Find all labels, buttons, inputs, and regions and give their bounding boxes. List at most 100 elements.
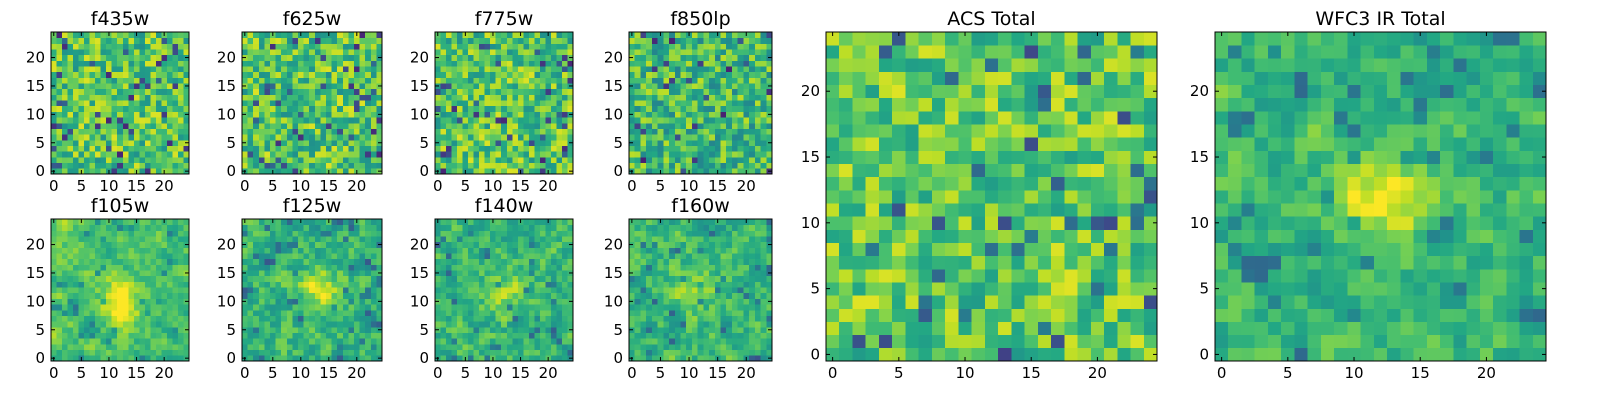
heatmap-cell [89, 241, 96, 248]
heatmap-cell [281, 281, 288, 288]
heatmap-cell [663, 321, 670, 328]
heatmap-cell [298, 230, 304, 237]
heatmap-cell [106, 264, 113, 271]
heatmap-cell [62, 355, 68, 362]
heatmap-cell [501, 100, 508, 107]
heatmap-cell [89, 49, 96, 56]
heatmap-cell [714, 128, 721, 135]
heatmap-cell [286, 168, 293, 175]
heatmap-cell [354, 37, 360, 44]
heatmap-cell [451, 236, 458, 243]
heatmap-cell [435, 145, 441, 152]
heatmap-cell [451, 168, 458, 175]
heatmap-cell [292, 315, 299, 322]
heatmap-cell [51, 60, 57, 67]
heatmap-cell [766, 292, 773, 299]
heatmap-cell [286, 60, 293, 67]
heatmap-cell [703, 134, 710, 141]
heatmap-cell [177, 71, 184, 78]
heatmap-cell [640, 168, 647, 175]
heatmap-cell [320, 54, 327, 61]
heatmap-cell [326, 156, 332, 164]
heatmap-cell [298, 83, 304, 90]
heatmap-cell [663, 128, 670, 135]
heatmap-cell [275, 298, 282, 305]
heatmap-cell [743, 156, 750, 164]
heatmap-cell [473, 236, 480, 243]
heatmap-cell [150, 253, 157, 260]
heatmap-cell [703, 94, 710, 101]
heatmap-cell [473, 100, 480, 107]
heatmap-cell [731, 77, 739, 84]
heatmap-cell [348, 54, 355, 61]
heatmap-cell [451, 224, 458, 231]
heatmap-cell [370, 270, 377, 277]
heatmap-cell [67, 219, 74, 226]
heatmap-cell [314, 241, 321, 248]
heatmap-cell [286, 287, 293, 294]
heatmap-cell [320, 66, 327, 73]
heatmap-cell [737, 145, 744, 152]
heatmap-cell [376, 151, 383, 158]
heatmap-cell [629, 162, 636, 169]
heatmap-cell [337, 122, 344, 129]
heatmap-cell [634, 43, 641, 50]
heatmap-cell [737, 355, 744, 362]
heatmap-cell [479, 156, 486, 164]
heatmap-cell [567, 162, 574, 169]
heatmap-cell [95, 315, 102, 322]
heatmap-cell [309, 162, 316, 169]
heatmap-cell [479, 111, 486, 118]
heatmap-cell [161, 230, 168, 237]
heatmap-cell [680, 88, 687, 95]
heatmap-cell [247, 355, 254, 362]
heatmap-cell [348, 156, 355, 164]
heatmap-cell [567, 128, 574, 135]
heatmap-cell [183, 224, 190, 231]
heatmap-cell [326, 139, 332, 146]
heatmap-cell [512, 111, 519, 118]
heatmap-cell [56, 66, 63, 73]
heatmap-cell [331, 60, 338, 67]
heatmap-cell [172, 151, 179, 158]
heatmap-cell [479, 134, 486, 141]
heatmap-cell [331, 219, 338, 226]
heatmap-cell [495, 71, 502, 78]
heatmap-cell [258, 224, 265, 231]
panel-title: f105w [91, 195, 150, 217]
heatmap-cell [270, 292, 276, 299]
heatmap-cell [314, 60, 321, 67]
heatmap-cell [720, 270, 727, 277]
heatmap-cell [258, 49, 265, 56]
heatmap-cell [144, 60, 151, 67]
heatmap-cell [166, 321, 173, 328]
heatmap-cell [766, 32, 773, 39]
heatmap-cell [634, 54, 641, 61]
heatmap-cell [512, 49, 519, 56]
heatmap-cell [760, 298, 767, 305]
heatmap-cell [760, 83, 767, 90]
heatmap-cell [534, 111, 541, 118]
heatmap-cell [292, 134, 299, 141]
heatmap-cell [242, 66, 248, 73]
heatmap-cell [629, 315, 636, 322]
heatmap-cell [743, 111, 750, 118]
heatmap-cell [62, 349, 68, 356]
heatmap-cell [314, 332, 321, 339]
heatmap-cell [62, 71, 68, 78]
heatmap-cell [298, 241, 304, 248]
heatmap-cell [348, 139, 355, 146]
heatmap-cell [128, 332, 135, 339]
heatmap-cell [247, 264, 254, 271]
heatmap-cell [550, 321, 557, 328]
heatmap-cell [314, 128, 321, 135]
heatmap-cell [177, 247, 184, 254]
heatmap-cell [720, 292, 727, 299]
heatmap-cell [512, 134, 519, 141]
heatmap-cell [128, 304, 135, 311]
heatmap-cell [359, 37, 366, 44]
heatmap-cell [640, 71, 647, 78]
heatmap-cell [67, 236, 74, 243]
heatmap-cell [275, 71, 282, 78]
heatmap-cell [674, 321, 681, 328]
